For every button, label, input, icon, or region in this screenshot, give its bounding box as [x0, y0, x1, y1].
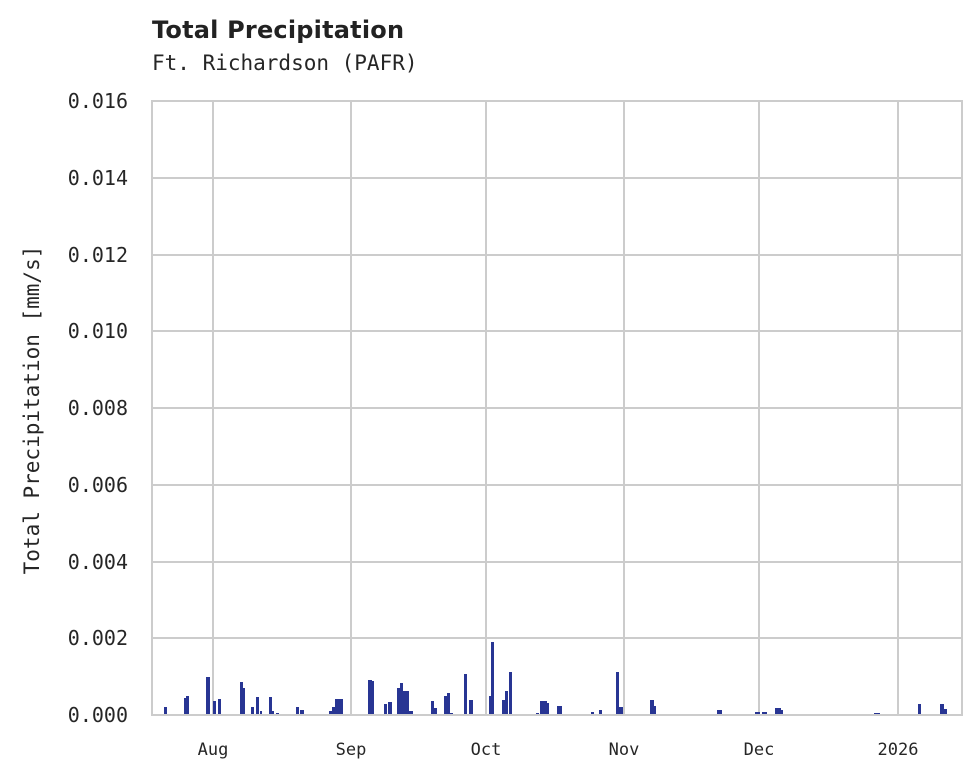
x-tick: Sep — [336, 740, 367, 760]
y-tick: 0.008 — [68, 396, 128, 420]
y-axis-label: Total Precipitation [mm/s] — [20, 246, 44, 575]
y-tick: 0.000 — [68, 703, 128, 727]
x-gridlines — [212, 101, 899, 715]
y-tick: 0.006 — [68, 473, 128, 497]
y-tick: 0.010 — [68, 319, 128, 343]
y-tick: 0.012 — [68, 243, 128, 267]
x-tick: Aug — [198, 740, 229, 760]
y-tick: 0.014 — [68, 166, 128, 190]
x-tick: Oct — [471, 740, 502, 760]
plot-frame — [151, 100, 963, 716]
precipitation-bars — [164, 642, 947, 715]
x-tick: Dec — [744, 740, 775, 760]
chart-title: Total Precipitation — [152, 16, 405, 44]
x-tick: Nov — [609, 740, 640, 760]
chart-subtitle: Ft. Richardson (PAFR) — [152, 51, 418, 75]
y-gridlines — [152, 177, 962, 639]
y-tick: 0.004 — [68, 550, 128, 574]
y-tick-labels: 0.000 0.002 0.004 0.006 0.008 0.010 0.01… — [68, 89, 128, 727]
y-tick: 0.002 — [68, 626, 128, 650]
x-tick: 2026 — [878, 740, 919, 760]
y-tick: 0.016 — [68, 89, 128, 113]
x-tick-labels: Aug Sep Oct Nov Dec 2026 — [198, 740, 919, 760]
